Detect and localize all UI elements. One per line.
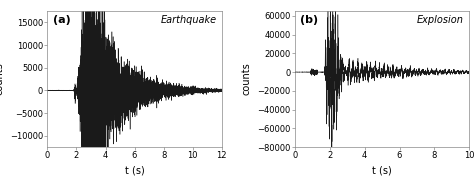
Text: (a): (a) <box>53 15 70 25</box>
Y-axis label: counts: counts <box>0 63 4 95</box>
Text: Explosion: Explosion <box>417 15 464 25</box>
Text: (b): (b) <box>300 15 319 25</box>
Y-axis label: counts: counts <box>242 63 252 95</box>
X-axis label: t (s): t (s) <box>125 166 145 176</box>
Text: Earthquake: Earthquake <box>160 15 217 25</box>
X-axis label: t (s): t (s) <box>372 166 392 176</box>
